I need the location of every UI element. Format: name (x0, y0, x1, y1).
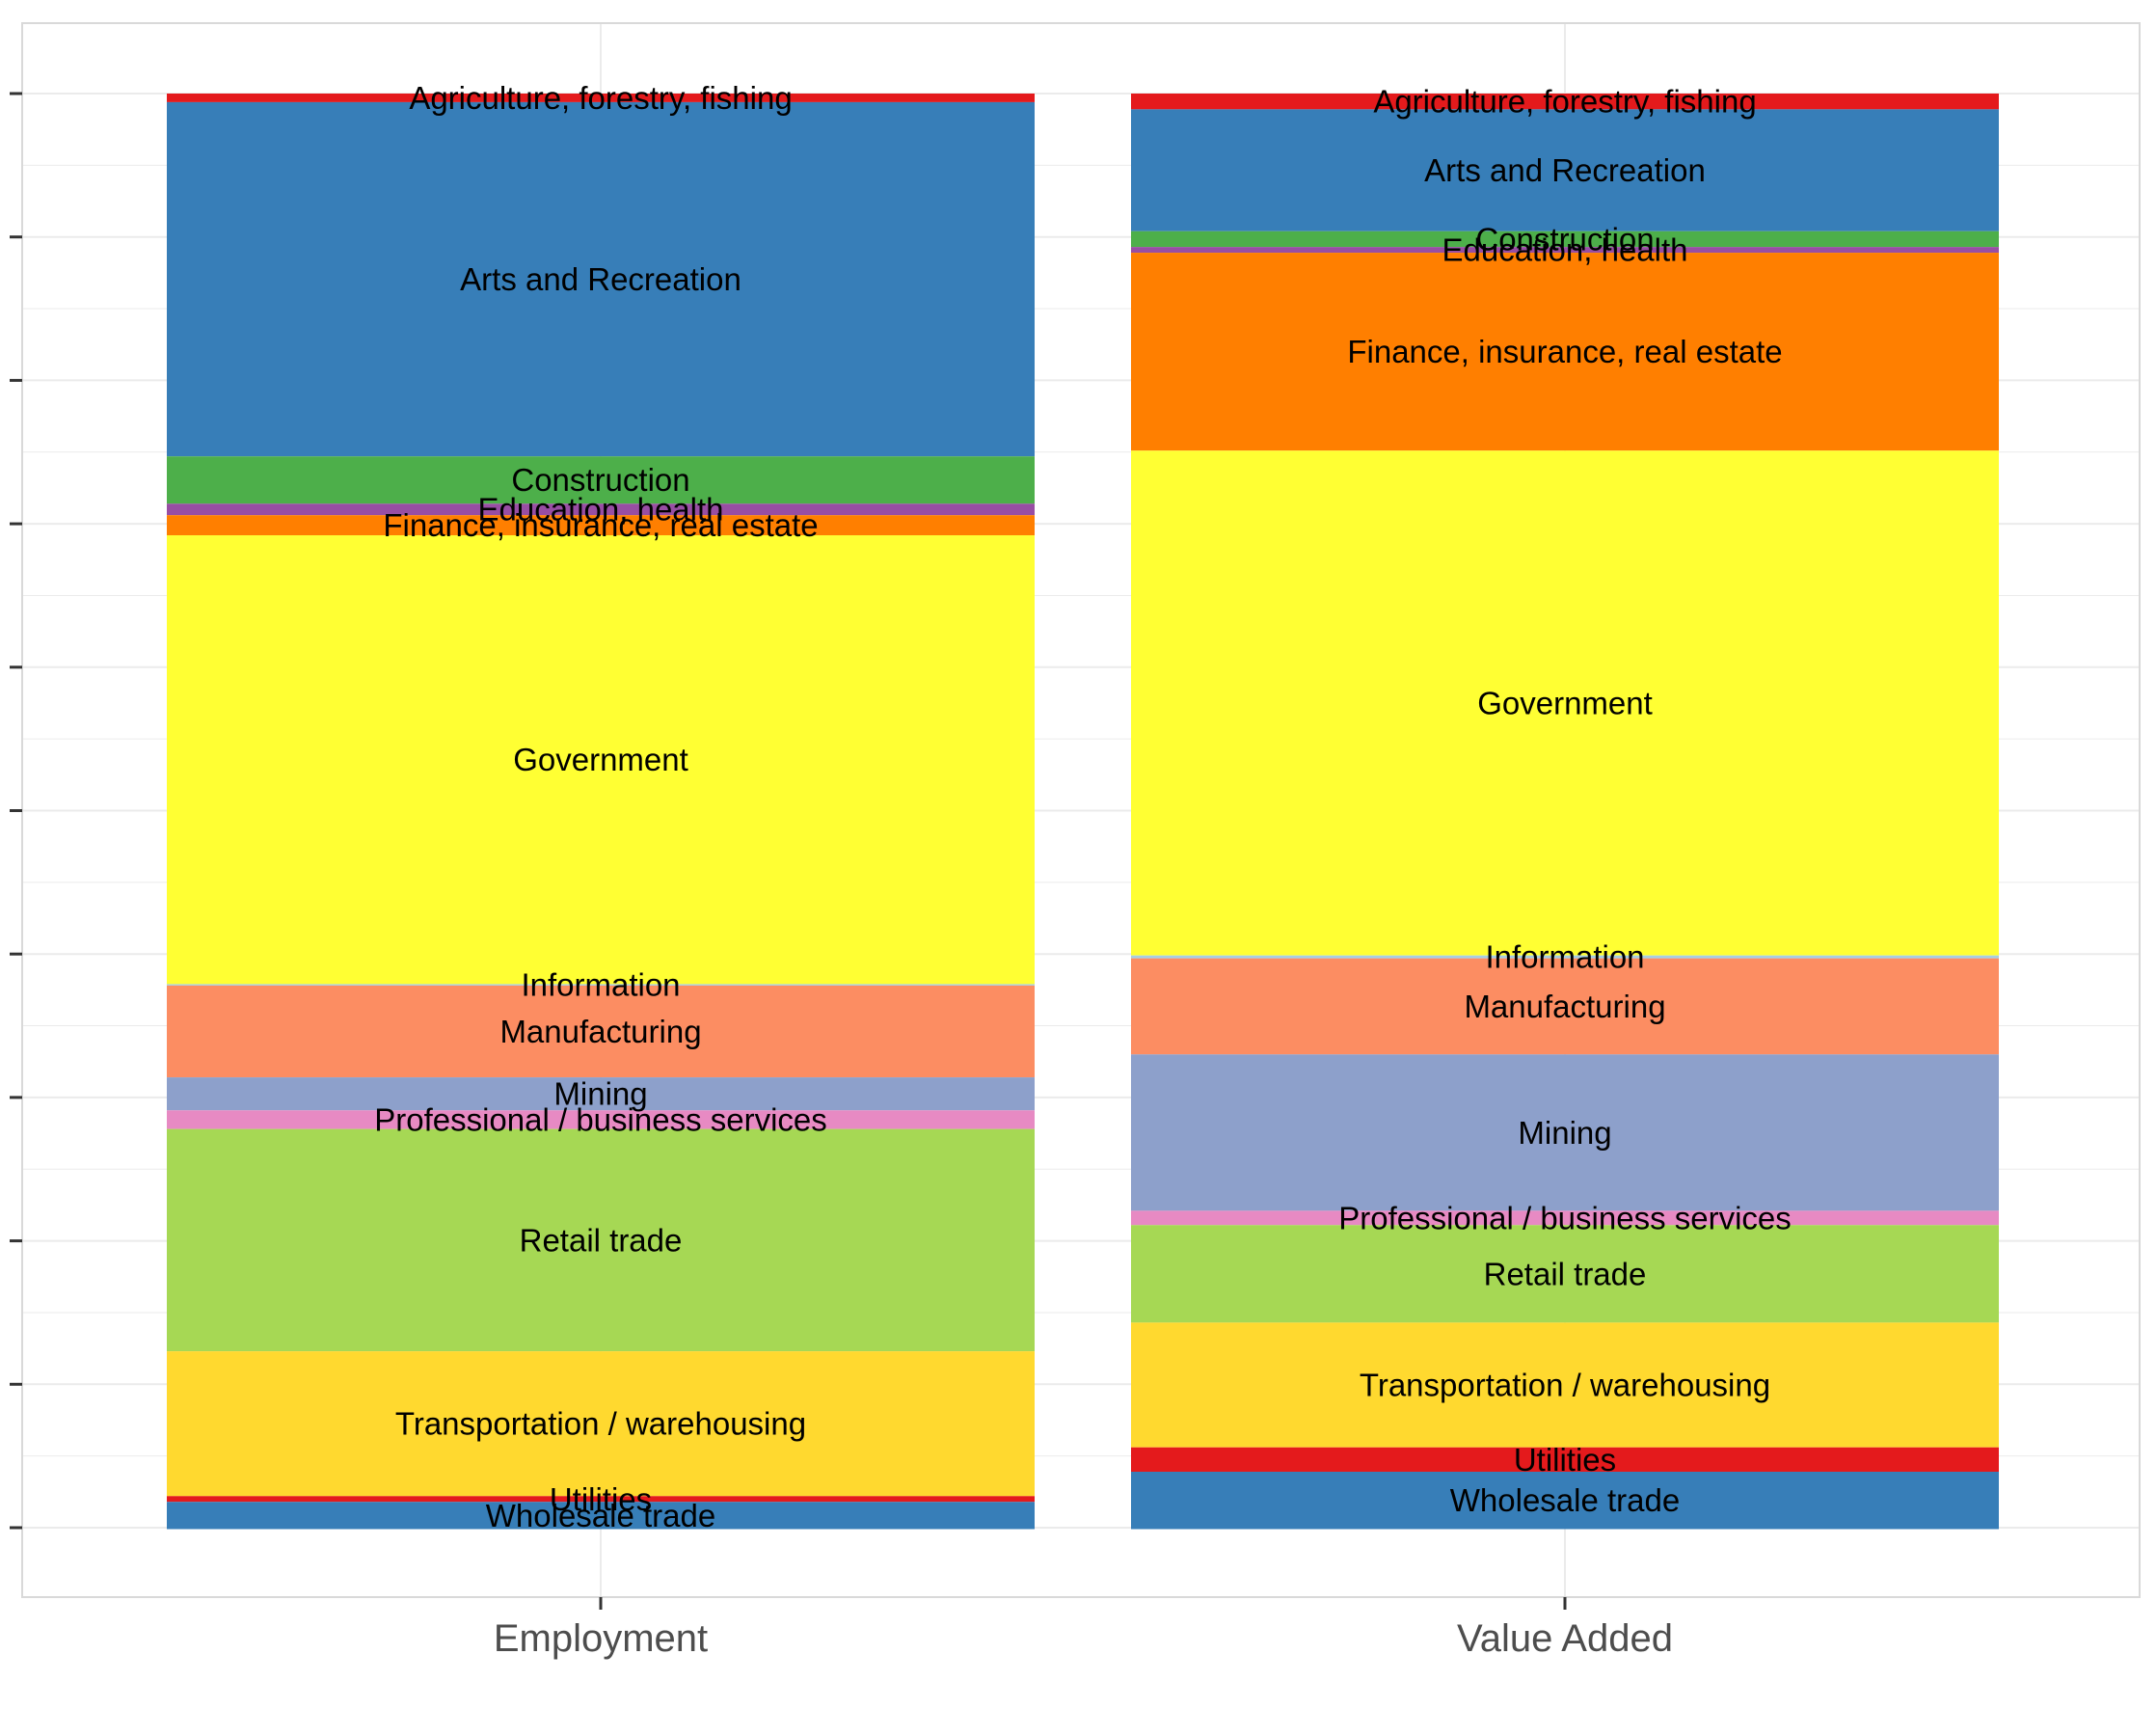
bar-segment (1131, 958, 1999, 1055)
segment-label: Construction (1475, 221, 1654, 257)
segment-label: Construction (511, 462, 689, 498)
bar-segment (167, 985, 1035, 1078)
bar-segment (1131, 1322, 1999, 1448)
bars (167, 94, 1999, 1530)
bar-segment (167, 503, 1035, 516)
segment-label: Finance, insurance, real estate (383, 507, 818, 543)
bar-segment (167, 534, 1035, 985)
segment-label: Education, health (1442, 232, 1687, 268)
segment-label: Agriculture, forestry, fishing (1373, 84, 1756, 120)
bar-segment (1131, 231, 1999, 248)
bar-segment (1131, 1210, 1999, 1226)
bar-segment (1131, 94, 1999, 110)
segment-label: Finance, insurance, real estate (1347, 334, 1782, 369)
segment-label: Government (513, 742, 688, 777)
segment-label: Agriculture, forestry, fishing (409, 80, 792, 116)
segment-labels: Agriculture, forestry, fishing Arts and R… (374, 80, 1792, 1533)
segment-label: Utilities (550, 1481, 652, 1517)
segment-label: Information (1485, 939, 1644, 975)
bar-segment (1131, 1472, 1999, 1530)
bar-segment (1131, 450, 1999, 956)
x-tick-label: Value Added (1457, 1617, 1673, 1660)
segment-label: Arts and Recreation (1424, 152, 1706, 188)
bar-segment (1131, 109, 1999, 231)
segment-label: Manufacturing (1464, 989, 1665, 1024)
segment-label: Wholesale trade (1450, 1482, 1680, 1518)
segment-label: Transportation / warehousing (395, 1406, 806, 1442)
bar-segment (167, 101, 1035, 457)
segment-label: Manufacturing (499, 1014, 701, 1049)
bar-segment (167, 1077, 1035, 1111)
segment-label: Retail trade (520, 1222, 683, 1258)
bar-segment (1131, 1054, 1999, 1211)
bar-segment (1131, 253, 1999, 451)
segment-label: Mining (1518, 1115, 1611, 1151)
segment-label: Professional / business services (1338, 1200, 1792, 1235)
segment-label: Education, health (477, 492, 723, 528)
bar-segment (167, 1128, 1035, 1352)
y-axis-ticks (10, 92, 22, 1530)
segment-label: Retail trade (1484, 1256, 1647, 1291)
x-axis: Employment Value Added (494, 1597, 1673, 1660)
bar-segment (1131, 955, 1999, 959)
segment-label: Government (1477, 685, 1653, 720)
bar-segment (167, 1496, 1035, 1503)
segment-label: Information (521, 967, 680, 1003)
bar-segment (167, 1502, 1035, 1530)
bar-segment (167, 984, 1035, 986)
segment-label: Wholesale trade (486, 1498, 715, 1533)
segment-label: Professional / business services (374, 1101, 827, 1137)
segment-label: Mining (553, 1076, 647, 1112)
segment-label: Utilities (1514, 1442, 1616, 1478)
bar-segment (1131, 1225, 1999, 1323)
bar-segment (167, 456, 1035, 504)
segment-label: Arts and Recreation (460, 261, 741, 297)
bar-segment (167, 1351, 1035, 1497)
bar-segment (167, 1110, 1035, 1129)
bar-segment (167, 515, 1035, 535)
x-tick-label: Employment (494, 1617, 708, 1660)
segment-label: Transportation / warehousing (1360, 1368, 1770, 1403)
bar-segment (167, 94, 1035, 102)
bar-segment (1131, 1447, 1999, 1473)
bar-segment (1131, 247, 1999, 254)
